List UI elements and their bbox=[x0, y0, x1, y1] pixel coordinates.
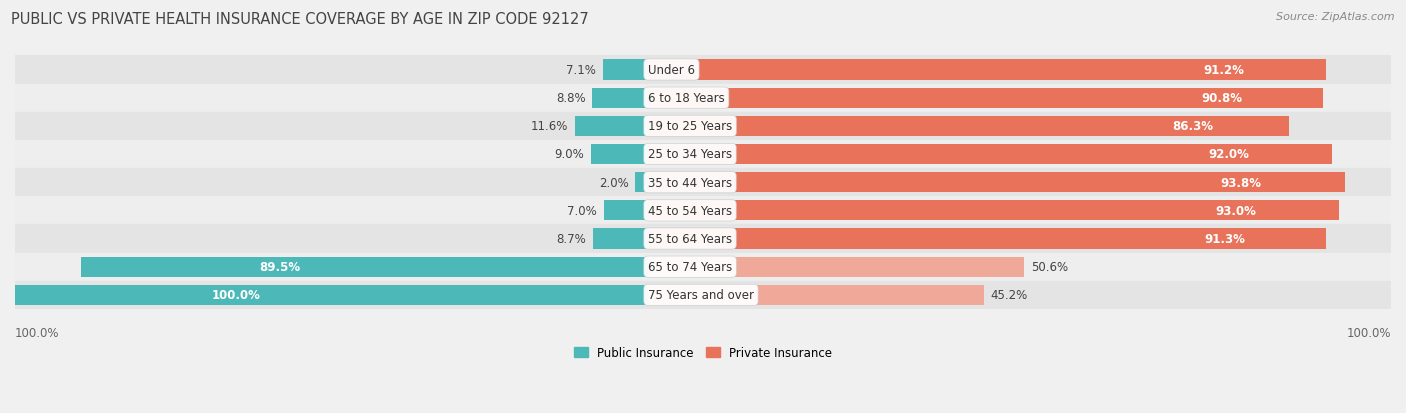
Bar bbox=[648, 145, 1331, 165]
Text: 7.0%: 7.0% bbox=[567, 204, 596, 217]
Bar bbox=[593, 229, 648, 249]
Bar bbox=[603, 60, 648, 81]
Bar bbox=[648, 173, 1346, 193]
Text: Source: ZipAtlas.com: Source: ZipAtlas.com bbox=[1277, 12, 1395, 22]
Bar bbox=[15, 84, 1391, 112]
Bar bbox=[82, 257, 648, 277]
Text: 86.3%: 86.3% bbox=[1173, 120, 1213, 133]
Bar bbox=[648, 285, 984, 305]
Text: 75 Years and over: 75 Years and over bbox=[648, 289, 754, 301]
Text: 100.0%: 100.0% bbox=[1347, 327, 1391, 339]
Bar bbox=[15, 281, 1391, 309]
Bar bbox=[603, 201, 648, 221]
Bar bbox=[575, 116, 648, 137]
Text: 8.8%: 8.8% bbox=[555, 92, 585, 105]
Bar bbox=[15, 140, 1391, 169]
Bar bbox=[591, 145, 648, 165]
Text: PUBLIC VS PRIVATE HEALTH INSURANCE COVERAGE BY AGE IN ZIP CODE 92127: PUBLIC VS PRIVATE HEALTH INSURANCE COVER… bbox=[11, 12, 589, 27]
Text: 6 to 18 Years: 6 to 18 Years bbox=[648, 92, 724, 105]
Bar bbox=[15, 285, 648, 305]
Bar bbox=[15, 112, 1391, 140]
Text: 7.1%: 7.1% bbox=[567, 64, 596, 77]
Text: 9.0%: 9.0% bbox=[554, 148, 583, 161]
Bar bbox=[592, 88, 648, 109]
Legend: Public Insurance, Private Insurance: Public Insurance, Private Insurance bbox=[574, 346, 832, 359]
Text: 11.6%: 11.6% bbox=[530, 120, 568, 133]
Text: 100.0%: 100.0% bbox=[212, 289, 262, 301]
Bar bbox=[15, 225, 1391, 253]
Bar bbox=[648, 116, 1289, 137]
Text: 89.5%: 89.5% bbox=[259, 261, 301, 273]
Text: 2.0%: 2.0% bbox=[599, 176, 628, 189]
Text: 55 to 64 Years: 55 to 64 Years bbox=[648, 233, 733, 245]
Bar bbox=[15, 197, 1391, 225]
Bar bbox=[15, 253, 1391, 281]
Text: 65 to 74 Years: 65 to 74 Years bbox=[648, 261, 733, 273]
Text: 93.8%: 93.8% bbox=[1220, 176, 1261, 189]
Text: 19 to 25 Years: 19 to 25 Years bbox=[648, 120, 733, 133]
Text: 8.7%: 8.7% bbox=[557, 233, 586, 245]
Text: 91.3%: 91.3% bbox=[1204, 233, 1246, 245]
Text: 35 to 44 Years: 35 to 44 Years bbox=[648, 176, 733, 189]
Bar bbox=[15, 169, 1391, 197]
Bar bbox=[636, 173, 648, 193]
Text: 100.0%: 100.0% bbox=[15, 327, 59, 339]
Bar bbox=[15, 56, 1391, 84]
Text: Under 6: Under 6 bbox=[648, 64, 695, 77]
Text: 91.2%: 91.2% bbox=[1204, 64, 1244, 77]
Bar bbox=[648, 88, 1323, 109]
Text: 93.0%: 93.0% bbox=[1215, 204, 1256, 217]
Text: 92.0%: 92.0% bbox=[1209, 148, 1250, 161]
Text: 45 to 54 Years: 45 to 54 Years bbox=[648, 204, 733, 217]
Text: 45.2%: 45.2% bbox=[991, 289, 1028, 301]
Text: 90.8%: 90.8% bbox=[1201, 92, 1241, 105]
Bar bbox=[648, 201, 1339, 221]
Bar bbox=[648, 257, 1024, 277]
Text: 25 to 34 Years: 25 to 34 Years bbox=[648, 148, 733, 161]
Bar bbox=[648, 60, 1326, 81]
Bar bbox=[648, 229, 1326, 249]
Text: 50.6%: 50.6% bbox=[1031, 261, 1069, 273]
